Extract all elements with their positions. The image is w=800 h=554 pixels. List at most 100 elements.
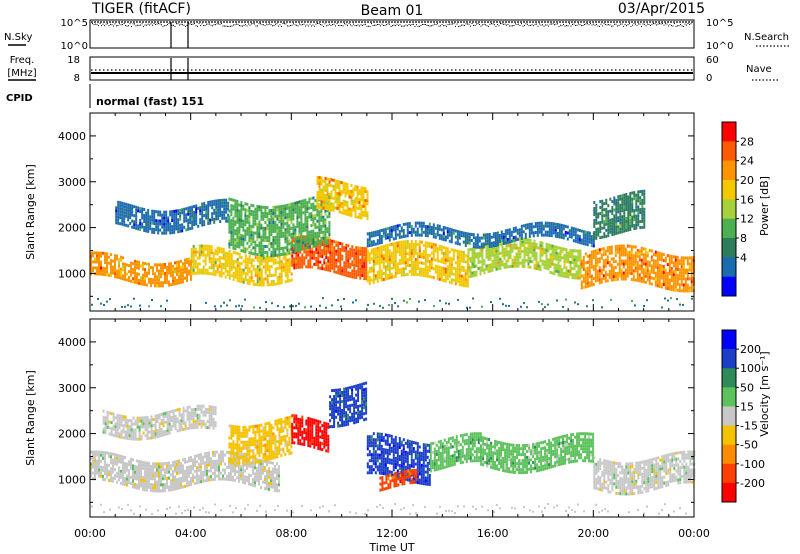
- vel-band-3: [291, 414, 330, 453]
- radar-title: TIGER (fitACF): [91, 1, 191, 17]
- vel-band-0: [90, 450, 280, 493]
- power-colorbar-swatch-1: [722, 141, 736, 161]
- vel-colorbar-swatch-3: [722, 387, 736, 407]
- freq-tick-bottom: 8: [74, 73, 80, 84]
- power-heatmap: [90, 176, 695, 309]
- freq-label-2: [MHz]: [7, 68, 36, 79]
- vel-colorbar-swatch-2: [722, 368, 736, 388]
- power-colorbar-tick-0: 28: [740, 135, 754, 148]
- time-xaxis: 00:00 04:00 08:00 12:00 16:00 20:00 00:00: [74, 113, 710, 540]
- nsearch-label: N.Search: [744, 32, 789, 43]
- vel-ytick-label-0: 4000: [58, 336, 86, 349]
- power-colorbar-tick-1: 24: [740, 155, 754, 168]
- vel-colorbar-swatch-8: [722, 482, 736, 503]
- power-colorbar-tick-6: 4: [740, 251, 747, 264]
- vel-band-4: [329, 381, 368, 429]
- vel-ytick-label-3: 1000: [58, 473, 86, 486]
- nave-label: Nave: [746, 64, 772, 75]
- nsky-noise-trace: [91, 21, 693, 27]
- vel-colorbar-swatch-5: [722, 425, 736, 445]
- nave-tick-bottom: 0: [706, 73, 712, 84]
- power-ytick-label-0: 4000: [58, 130, 86, 143]
- vel-ytick-label-1: 3000: [58, 382, 86, 395]
- vel-colorbar-tick-6: -100: [740, 458, 765, 471]
- vel-colorbar-tick-2: 50: [740, 381, 754, 394]
- power-band-1: [190, 244, 293, 287]
- xaxis-label: Time UT: [368, 541, 414, 554]
- power-colorbar-swatch-8: [722, 276, 736, 297]
- xtick-label-2: 08:00: [275, 527, 307, 540]
- power-near-range-scatter: [91, 297, 693, 309]
- nsky-frame: [89, 19, 695, 49]
- power-ytick-label-2: 2000: [58, 222, 86, 235]
- xtick-label-4: 16:00: [477, 527, 509, 540]
- vel-colorbar-tick-1: 100: [740, 362, 761, 375]
- vel-colorbar-tick-4: -15: [740, 420, 758, 433]
- cpid-label: CPID: [6, 93, 33, 104]
- velocity-ylabel: Slant Range [km]: [24, 370, 37, 466]
- power-colorbar-swatch-7: [722, 257, 736, 277]
- vel-band-5: [366, 432, 431, 486]
- freq-tick-top: 18: [67, 55, 80, 66]
- vel-colorbar-tick-0: 200: [740, 343, 761, 356]
- vel-band-1: [102, 404, 217, 441]
- power-band-3: [366, 239, 469, 288]
- nsky-label: N.Sky: [4, 32, 32, 43]
- power-ytick-label-3: 1000: [58, 267, 86, 280]
- power-yaxis: 4000 3000 2000 1000: [58, 112, 694, 297]
- power-band-8: [316, 176, 369, 221]
- power-colorbar-swatch-6: [722, 238, 736, 258]
- vel-band-2: [228, 415, 293, 465]
- vel-colorbar-tick-5: -50: [740, 439, 758, 452]
- velocity-colorbar: 200 100 50 15 -15 -50 -100 -200: [721, 329, 765, 503]
- freq-panel: 18 8 60 0 Freq. [MHz] Nave: [7, 55, 780, 84]
- vel-colorbar-swatch-4: [722, 406, 736, 426]
- power-colorbar-swatch-4: [722, 199, 736, 219]
- nave-tick-top: 60: [706, 55, 719, 66]
- vel-colorbar-swatch-0: [722, 330, 736, 350]
- vel-colorbar-swatch-6: [722, 444, 736, 465]
- power-colorbar-swatch-3: [722, 180, 736, 200]
- vel-ytick-label-2: 2000: [58, 428, 86, 441]
- power-band-5: [580, 244, 695, 293]
- vel-colorbar-swatch-1: [722, 349, 736, 369]
- xtick-label-6: 00:00: [678, 527, 710, 540]
- vel-band-8: [593, 450, 696, 496]
- power-colorbar-swatch-0: [722, 122, 736, 142]
- freq-label-1: Freq.: [10, 55, 35, 66]
- xtick-label-5: 20:00: [577, 527, 609, 540]
- vel-colorbar-tick-7: -200: [740, 477, 765, 490]
- vel-band-6: [429, 432, 482, 473]
- power-ytick-label-1: 3000: [58, 176, 86, 189]
- vel-colorbar-swatch-7: [722, 463, 736, 484]
- freq-frame: [89, 56, 695, 81]
- nsky-panel: 10^5 10^0 10^5 10^0 N.Sky N.Search: [4, 18, 790, 52]
- velocity-colorbar-label: Velocity [m s⁻¹]: [758, 351, 771, 436]
- power-colorbar-label: Power [dB]: [758, 176, 771, 236]
- power-colorbar-tick-4: 12: [740, 213, 754, 226]
- power-band-9: [366, 221, 595, 249]
- nsky-tick-bottom: 10^0: [61, 41, 88, 52]
- power-colorbar-tick-3: 16: [740, 193, 754, 206]
- power-panel: 4000 3000 2000 1000 Slant Range [km] 28 24 20…: [24, 112, 771, 312]
- date-title: 03/Apr/2015: [618, 1, 705, 17]
- beam-title: Beam 01: [361, 3, 424, 19]
- power-colorbar: 28 24 20 16 12 8 4: [721, 121, 754, 297]
- power-colorbar-swatch-2: [722, 160, 736, 181]
- cpid-mode: normal (fast) 151: [96, 95, 204, 108]
- power-colorbar-tick-5: 8: [740, 232, 747, 245]
- power-colorbar-tick-2: 20: [740, 174, 754, 187]
- xtick-label-1: 04:00: [175, 527, 207, 540]
- vel-band-9: [379, 468, 418, 492]
- power-colorbar-swatch-5: [722, 218, 736, 239]
- nsearch-tick-bottom: 10^0: [706, 41, 733, 52]
- xtick-label-3: 12:00: [376, 527, 408, 540]
- vel-near-range-scatter: [91, 503, 687, 515]
- power-ylabel: Slant Range [km]: [24, 164, 37, 260]
- velocity-panel: 4000 3000 2000 1000 Slant Range [km] 200 100…: [24, 318, 771, 518]
- power-band-6: [115, 198, 230, 235]
- vel-colorbar-tick-3: 15: [740, 400, 754, 413]
- nsky-tick-top: 10^5: [61, 18, 88, 29]
- velocity-yaxis: 4000 3000 2000 1000: [58, 318, 694, 503]
- power-band-7: [228, 194, 331, 258]
